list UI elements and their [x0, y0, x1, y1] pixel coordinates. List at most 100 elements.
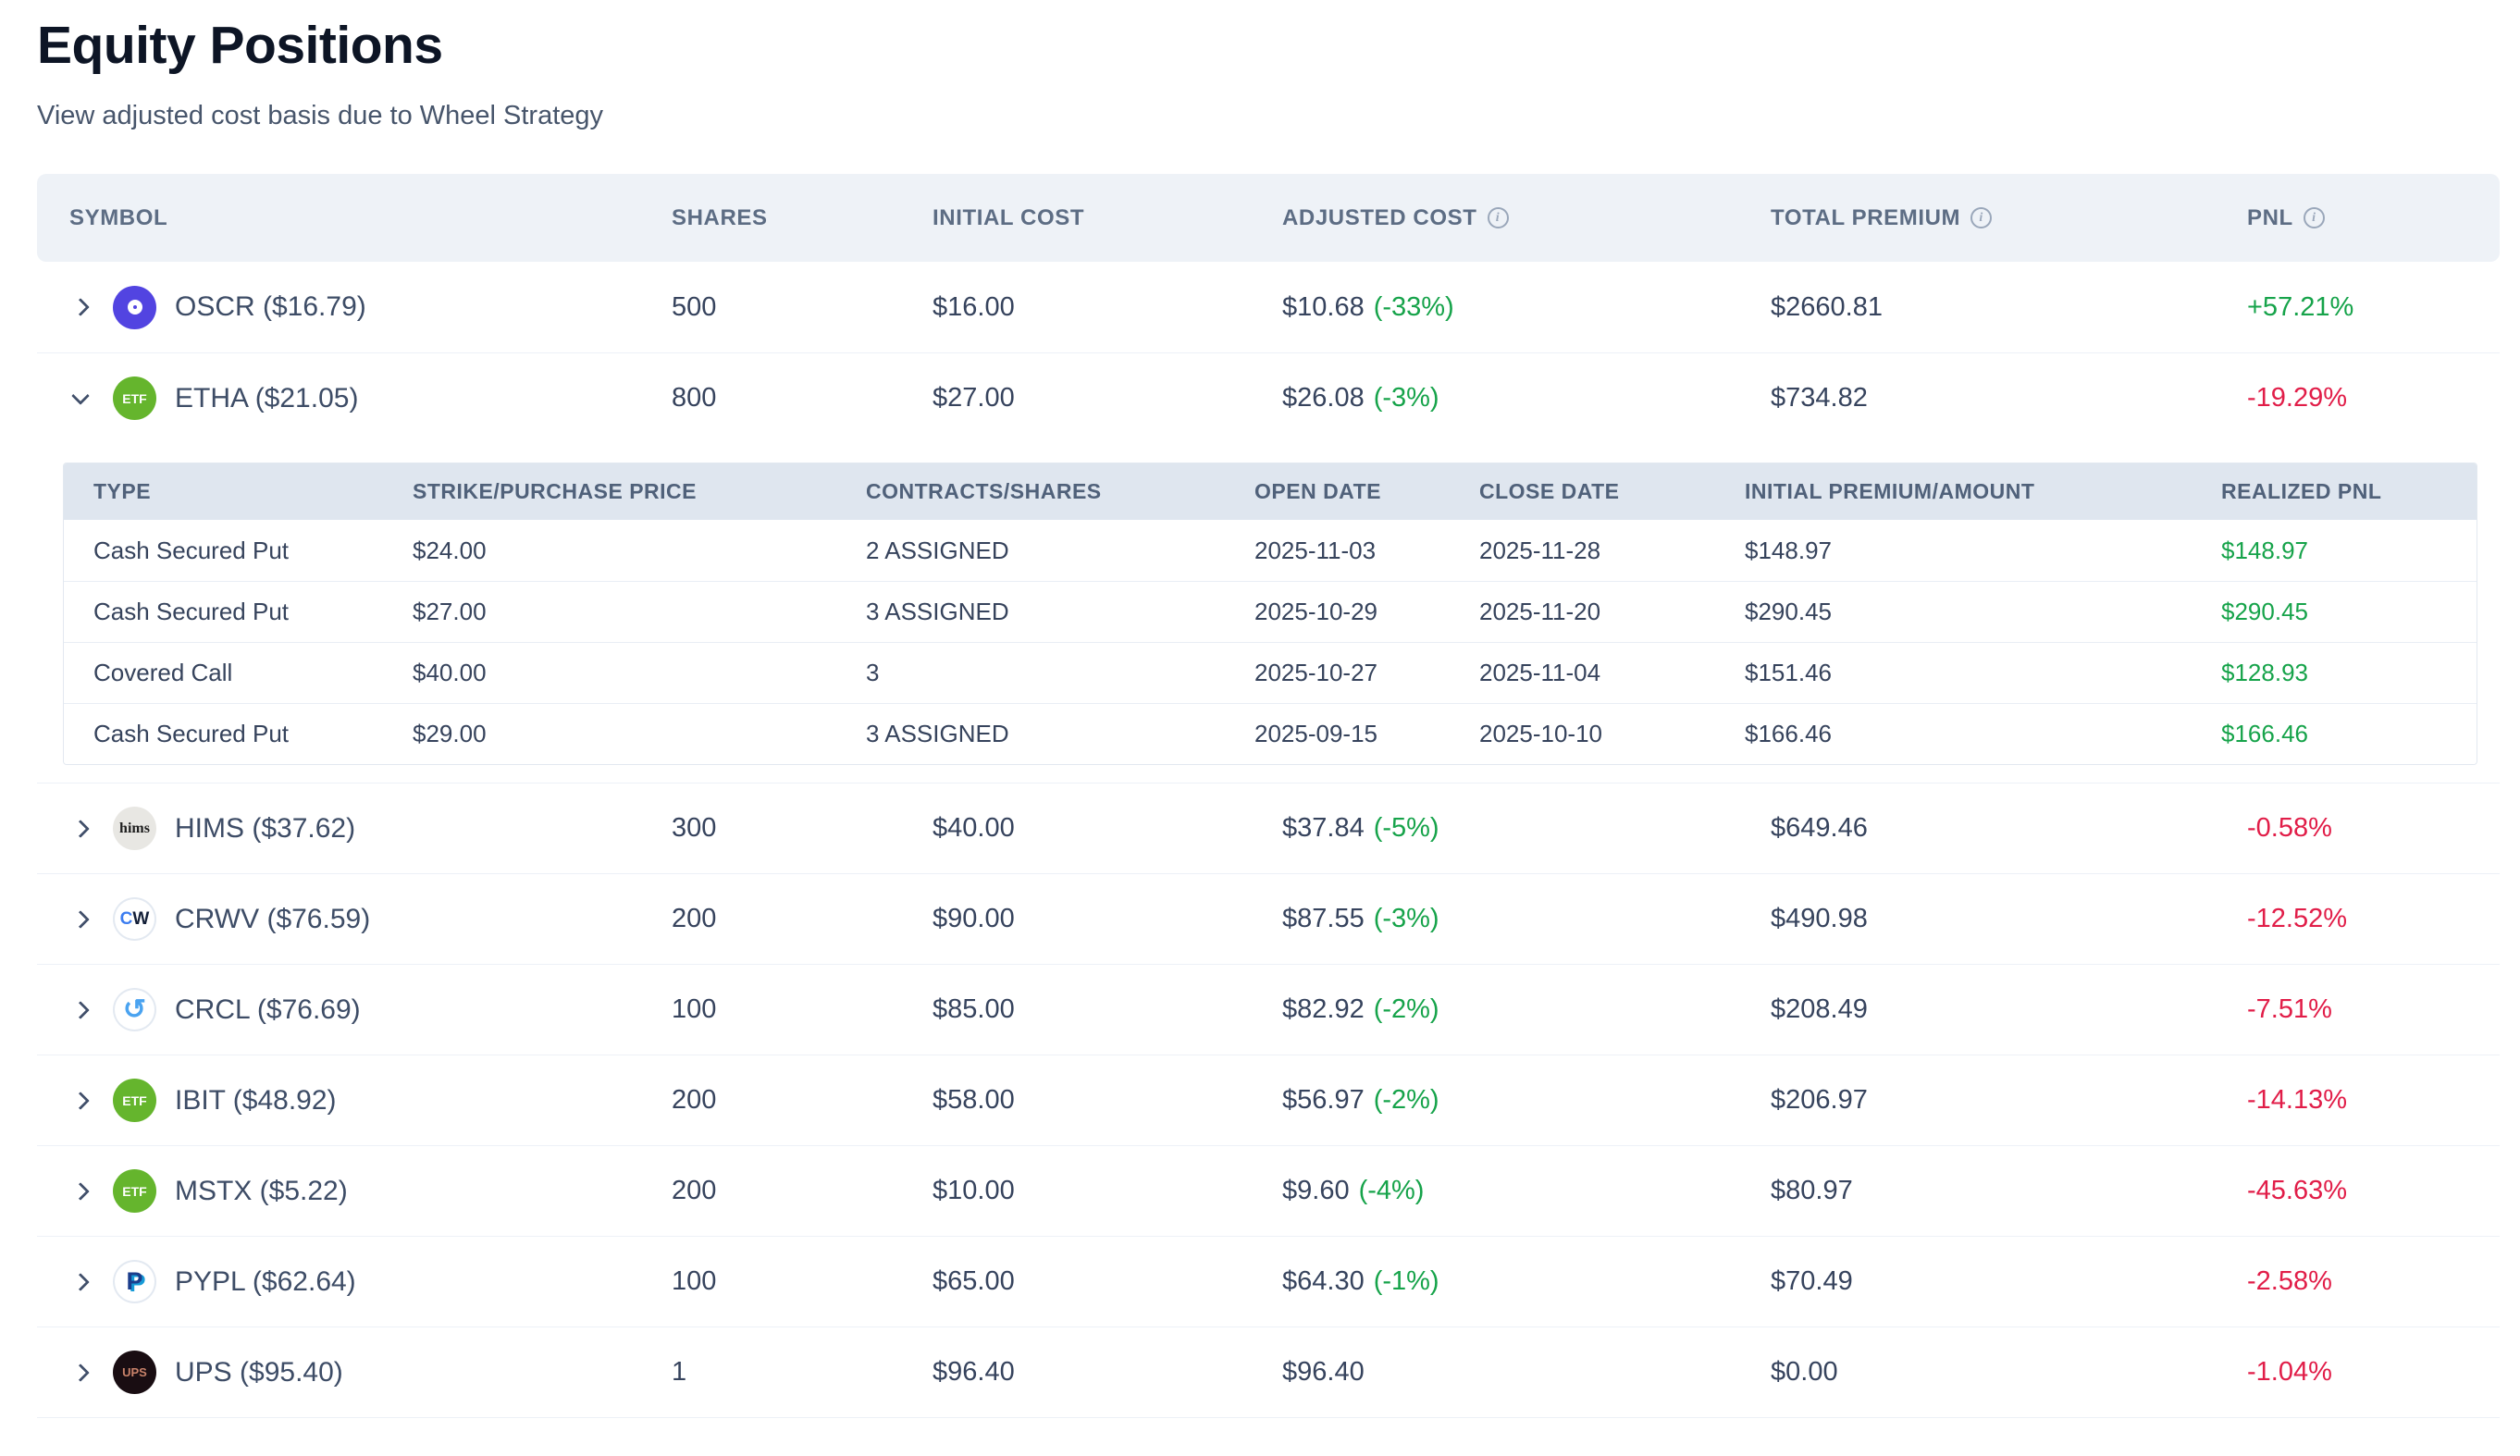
adjusted-cost-cell: $9.60 (-4%) [1282, 1176, 1771, 1206]
symbol-cell: P PYPL ($62.64) [37, 1260, 672, 1304]
total-premium-cell: $2660.81 [1771, 291, 1883, 322]
shares-cell: 200 [672, 1176, 717, 1206]
column-header-initial-cost: INITIAL COST [933, 205, 1282, 231]
total-premium-cell: $70.49 [1771, 1266, 1853, 1297]
positions-table: SYMBOL SHARES INITIAL COST ADJUSTED COST… [37, 174, 2500, 1419]
pnl-cell: -0.58% [2247, 813, 2332, 844]
adjusted-cost-percent: (-1%) [1373, 1266, 1439, 1297]
initial-cost-cell: $90.00 [933, 904, 1015, 934]
etf-badge-icon: ETF [113, 376, 156, 421]
adjusted-cost-percent: (-33%) [1373, 291, 1454, 322]
realized-pnl-cell: $166.46 [2221, 720, 2308, 748]
open-date-cell: 2025-10-27 [1254, 659, 1377, 687]
subcolumn-header-type: TYPE [93, 479, 152, 504]
adjusted-cost-value: $26.08 [1282, 383, 1365, 413]
close-date-cell: 2025-11-20 [1479, 598, 1601, 626]
contracts-cell: 3 [866, 659, 880, 687]
position-row[interactable]: ETF MSTX ($5.22) 200 $10.00 $9.60 (-4%) $… [37, 1145, 2500, 1236]
position-row[interactable]: OSCR ($16.79) 500 $16.00 $10.68 (-33%) $2… [37, 262, 2500, 352]
wheel-history-subtable: TYPE STRIKE/PURCHASE PRICE CONTRACTS/SHA… [63, 463, 2477, 766]
table-body: OSCR ($16.79) 500 $16.00 $10.68 (-33%) $2… [37, 262, 2500, 1419]
adjusted-cost-percent: (-4%) [1358, 1176, 1425, 1206]
chevron-right-icon [71, 909, 90, 929]
open-date-cell: 2025-11-03 [1254, 536, 1377, 564]
position-row[interactable]: ETF IBIT ($48.92) 200 $58.00 $56.97 (-2%)… [37, 1055, 2500, 1145]
position-row[interactable]: ETF ETHA ($21.05) 800 $27.00 $26.08 (-3%)… [37, 352, 2500, 443]
initial-cost-cell: $27.00 [933, 383, 1015, 413]
subtable-row: Cash Secured Put $27.00 3 ASSIGNED 2025-… [64, 581, 2477, 643]
initial-cost-cell: $85.00 [933, 994, 1015, 1025]
expand-chevron-button[interactable] [71, 1091, 113, 1110]
positions-table-header: SYMBOL SHARES INITIAL COST ADJUSTED COST… [37, 174, 2500, 263]
adjusted-cost-value: $9.60 [1282, 1176, 1350, 1206]
shares-cell: 800 [672, 383, 717, 413]
expand-chevron-button[interactable] [71, 1181, 113, 1201]
expand-chevron-button[interactable] [71, 298, 113, 317]
option-type-cell: Cash Secured Put [93, 536, 290, 564]
initial-premium-cell: $151.46 [1745, 659, 1832, 687]
page-subtitle: View adjusted cost basis due to Wheel St… [37, 101, 604, 131]
etf-badge-icon: ETF [113, 1169, 156, 1214]
info-icon[interactable]: i [1487, 207, 1509, 229]
expand-chevron-button[interactable] [71, 819, 113, 838]
initial-cost-cell: $65.00 [933, 1266, 1015, 1297]
pnl-cell: -45.63% [2247, 1176, 2348, 1206]
expand-chevron-button[interactable] [71, 1363, 113, 1382]
expand-chevron-button[interactable] [71, 909, 113, 929]
subtable-row: Cash Secured Put $24.00 2 ASSIGNED 2025-… [64, 520, 2477, 582]
contracts-cell: 3 ASSIGNED [866, 598, 1009, 626]
contracts-cell: 2 ASSIGNED [866, 536, 1009, 564]
subtable-row: Cash Secured Put $29.00 3 ASSIGNED 2025-… [64, 703, 2477, 765]
shares-cell: 100 [672, 1266, 717, 1297]
adjusted-cost-cell: $37.84 (-5%) [1282, 813, 1771, 844]
chevron-right-icon [71, 1181, 90, 1201]
strike-price-cell: $24.00 [413, 536, 487, 564]
adjusted-cost-value: $64.30 [1282, 1266, 1365, 1297]
expand-chevron-button[interactable] [71, 1272, 113, 1291]
strike-price-cell: $29.00 [413, 720, 487, 748]
pnl-cell: -14.13% [2247, 1085, 2348, 1116]
total-premium-cell: $734.82 [1771, 383, 1868, 413]
column-header-label: TOTAL PREMIUM [1771, 204, 1961, 230]
subtable-body: Cash Secured Put $24.00 2 ASSIGNED 2025-… [64, 520, 2477, 765]
position-row[interactable]: ↺ CRCL ($76.69) 100 $85.00 $82.92 (-2%) $… [37, 964, 2500, 1055]
column-header-adjusted-cost: ADJUSTED COST i [1282, 205, 1771, 231]
symbol-cell: UPS UPS ($95.40) [37, 1351, 672, 1395]
initial-cost-cell: $96.40 [933, 1357, 1015, 1388]
adjusted-cost-value: $10.68 [1282, 291, 1365, 322]
contracts-cell: 3 ASSIGNED [866, 720, 1009, 748]
initial-cost-cell: $40.00 [933, 813, 1015, 844]
position-row[interactable]: P PYPL ($62.64) 100 $65.00 $64.30 (-1%) $… [37, 1236, 2500, 1326]
subtable-row: Covered Call $40.00 3 2025-10-27 2025-11… [64, 642, 2477, 704]
column-header-pnl: PNL i [2247, 205, 2500, 231]
etf-badge-icon: ETF [113, 1079, 156, 1123]
expand-chevron-button[interactable] [71, 1000, 113, 1019]
position-row[interactable]: hims HIMS ($37.62) 300 $40.00 $37.84 (-5%… [37, 783, 2500, 873]
info-icon[interactable]: i [1970, 207, 1993, 229]
position-row[interactable]: UPS UPS ($95.40) 1 $96.40 $96.40 $0.00 -… [37, 1326, 2500, 1417]
open-date-cell: 2025-10-29 [1254, 598, 1377, 626]
close-date-cell: 2025-11-04 [1479, 659, 1601, 687]
adjusted-cost-percent: (-3%) [1373, 383, 1439, 413]
symbol-cell: ↺ CRCL ($76.69) [37, 988, 672, 1032]
adjusted-cost-cell: $10.68 (-33%) [1282, 292, 1771, 323]
realized-pnl-cell: $290.45 [2221, 598, 2308, 626]
info-icon[interactable]: i [2303, 207, 2325, 229]
initial-cost-cell: $58.00 [933, 1085, 1015, 1116]
collapse-chevron-button[interactable] [71, 386, 113, 405]
pnl-cell: +57.21% [2247, 291, 2354, 322]
initial-cost-cell: $10.00 [933, 1176, 1015, 1206]
option-type-cell: Covered Call [93, 659, 233, 687]
chevron-right-icon [71, 819, 90, 838]
subcolumn-header-close-date: CLOSE DATE [1479, 479, 1620, 504]
realized-pnl-cell: $128.93 [2221, 659, 2308, 687]
initial-premium-cell: $148.97 [1745, 536, 1832, 564]
initial-premium-cell: $290.45 [1745, 598, 1832, 626]
shares-cell: 300 [672, 813, 717, 844]
shares-cell: 200 [672, 1085, 717, 1116]
chevron-right-icon [71, 1363, 90, 1382]
adjusted-cost-cell: $82.92 (-2%) [1282, 994, 1771, 1025]
